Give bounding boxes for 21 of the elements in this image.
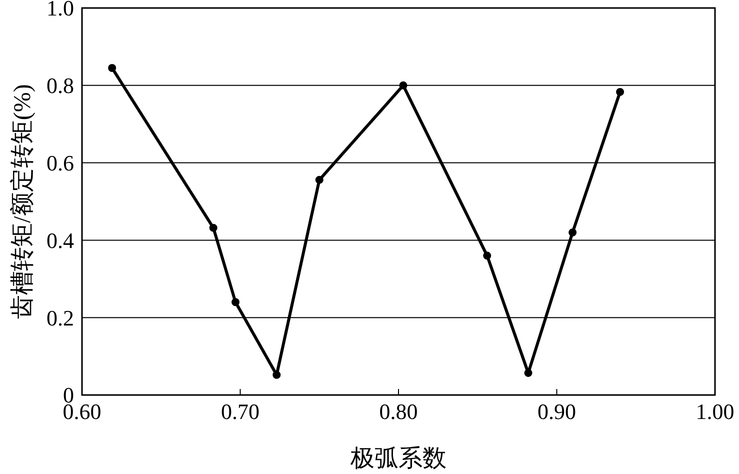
y-tick-label: 0.8: [46, 73, 74, 98]
x-tick-label: 1.00: [696, 399, 734, 424]
y-axis-title: 齿槽转矩/额定转矩(%): [9, 84, 36, 319]
x-axis-title: 极弧系数: [350, 446, 446, 472]
point: [483, 252, 492, 260]
point: [272, 370, 281, 379]
x-tick-label: 0.80: [379, 399, 418, 424]
point: [209, 224, 218, 232]
y-tick-label: 0.6: [46, 150, 74, 176]
point: [108, 64, 116, 72]
x-tick-label: 0.70: [221, 399, 260, 424]
point: [399, 81, 408, 90]
y-tick-label: 0.2: [46, 305, 74, 330]
y-tick-label: 0.4: [46, 228, 74, 253]
y-tick-label: 1.0: [46, 0, 74, 21]
point: [616, 88, 624, 96]
point: [232, 298, 240, 306]
point: [524, 368, 532, 377]
point: [568, 228, 577, 236]
x-tick-label: 0.90: [538, 399, 576, 424]
point: [315, 176, 324, 184]
